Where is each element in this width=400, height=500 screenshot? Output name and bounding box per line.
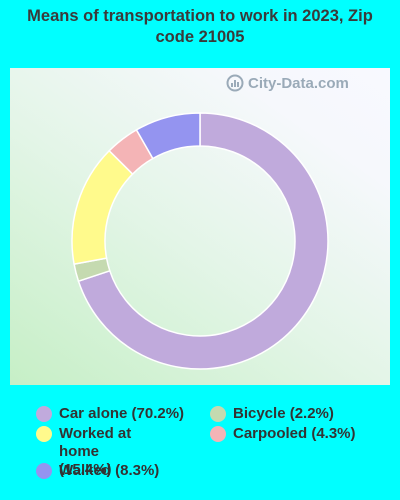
legend-item-bicycle[interactable]: Bicycle (2.2%) <box>210 405 334 423</box>
watermark-text: City-Data.com <box>248 74 349 92</box>
legend-swatch <box>210 426 226 442</box>
legend-label: Bicycle (2.2%) <box>233 405 334 422</box>
legend-label: Walked (8.3%) <box>59 462 160 479</box>
legend-item-walked[interactable]: Walked (8.3%) <box>36 462 159 480</box>
legend-swatch <box>210 406 226 422</box>
legend-label: Carpooled (4.3%) <box>233 425 356 442</box>
slice-walked[interactable] <box>135 112 201 160</box>
legend-swatch <box>36 406 52 422</box>
legend-swatch <box>36 426 52 442</box>
legend-item-worked-at-home[interactable]: Worked at home (15.4%) <box>36 425 154 479</box>
watermark: City-Data.com <box>226 74 349 92</box>
legend-item-carpooled[interactable]: Carpooled (4.3%) <box>210 425 356 443</box>
slice-car-alone[interactable] <box>77 112 329 370</box>
magnifier-icon <box>226 74 244 92</box>
legend-label: Worked at home (15.4%) <box>59 425 132 478</box>
chart-title: Means of transportation to work in 2023,… <box>27 7 373 46</box>
legend-swatch <box>36 463 52 479</box>
legend-label: Car alone (70.2%) <box>59 405 185 422</box>
legend-item-car-alone[interactable]: Car alone (70.2%) <box>36 405 184 423</box>
